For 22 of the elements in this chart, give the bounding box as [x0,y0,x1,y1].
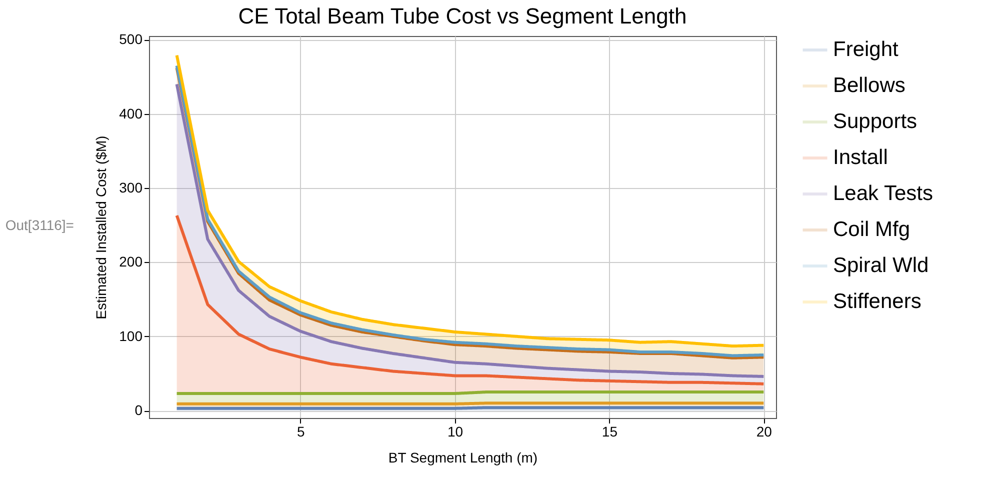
x-tick-label: 5 [296,424,305,440]
legend-label: Bellows [833,74,906,97]
legend-label: Coil Mfg [833,218,910,241]
x-tick-label: 10 [447,424,464,440]
x-axis-title: BT Segment Length (m) [388,450,538,466]
legend-label: Supports [833,110,918,133]
x-tick-label: 15 [602,424,618,440]
legend-label: Freight [833,38,899,61]
x-tick-label: 20 [756,424,772,440]
y-tick-label: 500 [119,31,143,48]
y-tick-label: 0 [134,402,143,418]
legend-label: Stiffeners [833,290,922,313]
legend-label: Install [833,146,888,169]
y-tick-label: 300 [119,180,143,196]
legend-label: Leak Tests [833,182,934,205]
chart-title: CE Total Beam Tube Cost vs Segment Length [238,4,687,29]
y-axis-title: Estimated Installed Cost ($M) [93,136,110,320]
y-tick-label: 400 [119,105,143,122]
y-tick-label: 200 [119,254,143,270]
y-tick-label: 100 [119,328,143,344]
text: Out[3116]= [5,217,74,233]
legend-label: Spiral Wld [833,254,929,277]
